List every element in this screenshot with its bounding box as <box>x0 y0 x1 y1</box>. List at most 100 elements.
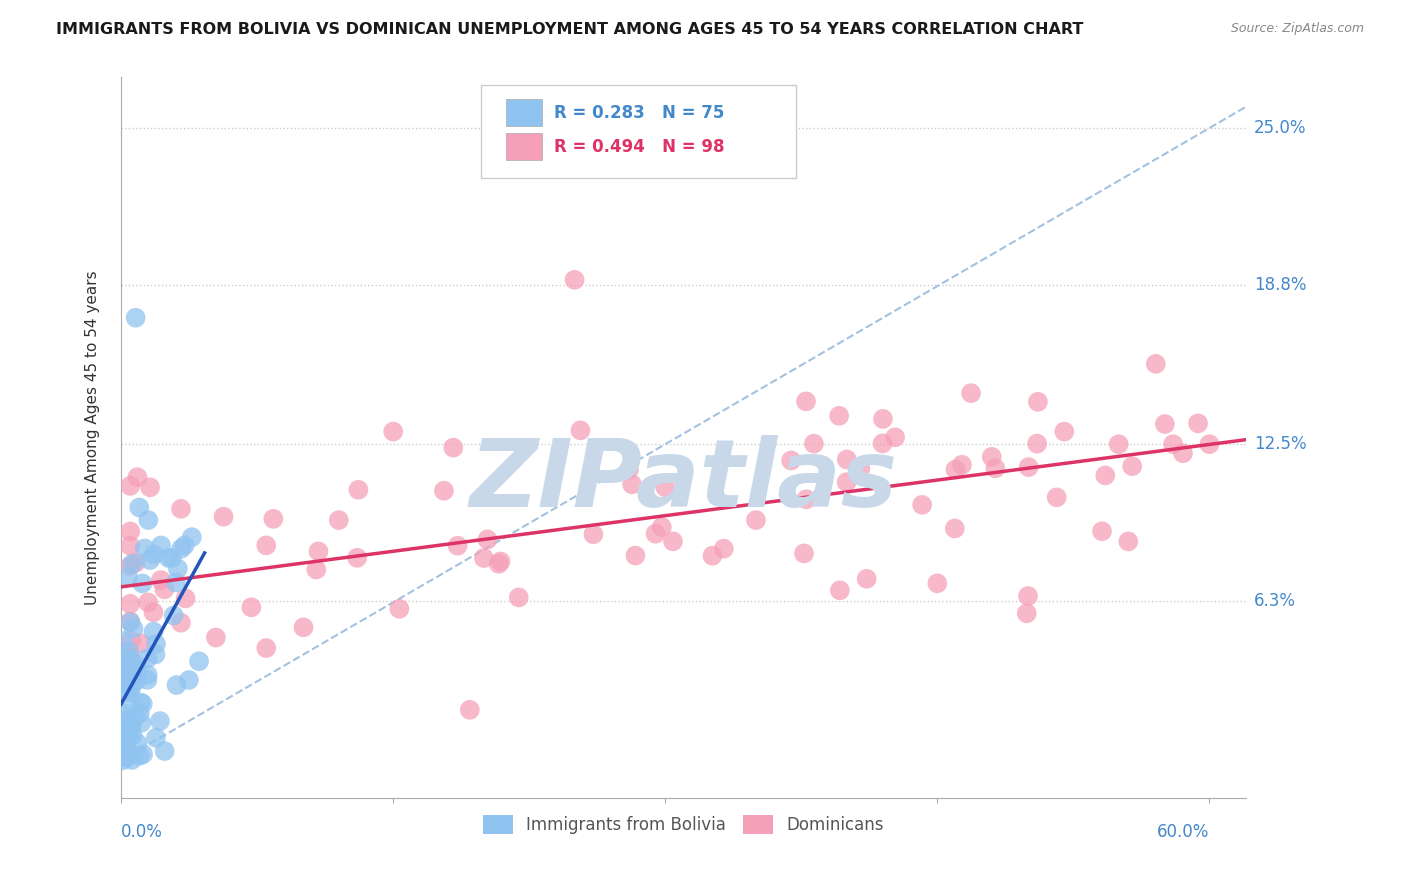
Point <box>617 462 640 476</box>
Point <box>120 697 142 711</box>
Point <box>118 713 141 727</box>
Point <box>125 556 148 570</box>
Point <box>1091 524 1114 539</box>
Point <box>118 730 141 744</box>
Point <box>1053 425 1076 439</box>
Point <box>111 753 134 767</box>
Point <box>793 546 815 560</box>
Point <box>644 526 666 541</box>
Point <box>849 461 872 475</box>
Point <box>651 520 673 534</box>
Point <box>120 615 142 629</box>
Point <box>125 663 148 677</box>
Point <box>128 500 150 515</box>
Point <box>149 573 172 587</box>
Point <box>127 470 149 484</box>
Point <box>114 706 136 721</box>
Point <box>111 667 134 681</box>
Point <box>911 498 934 512</box>
Point <box>145 648 167 662</box>
Text: IMMIGRANTS FROM BOLIVIA VS DOMINICAN UNEMPLOYMENT AMONG AGES 45 TO 54 YEARS CORR: IMMIGRANTS FROM BOLIVIA VS DOMINICAN UNE… <box>56 22 1084 37</box>
Point <box>1017 589 1039 603</box>
Point <box>1094 468 1116 483</box>
Point <box>118 671 141 685</box>
Point <box>125 673 148 688</box>
Point <box>835 475 858 490</box>
Point <box>163 608 186 623</box>
Point <box>149 714 172 728</box>
Point <box>654 480 676 494</box>
Point <box>120 615 142 630</box>
Point <box>177 673 200 687</box>
Point <box>114 730 136 744</box>
Point <box>803 436 825 450</box>
Point <box>569 423 592 437</box>
Point <box>927 576 949 591</box>
Point <box>346 550 368 565</box>
Point <box>347 483 370 497</box>
Point <box>153 744 176 758</box>
Point <box>884 430 907 444</box>
Point <box>157 551 180 566</box>
Text: Source: ZipAtlas.com: Source: ZipAtlas.com <box>1230 22 1364 36</box>
Point <box>170 541 193 556</box>
Point <box>160 551 183 566</box>
Point <box>115 751 138 765</box>
Point <box>960 386 983 401</box>
Point <box>120 653 142 667</box>
Point <box>134 541 156 556</box>
Point <box>305 562 328 576</box>
Point <box>165 575 187 590</box>
Point <box>136 595 159 609</box>
FancyBboxPatch shape <box>506 99 541 127</box>
Text: 0.0%: 0.0% <box>121 823 163 841</box>
Point <box>118 644 141 658</box>
Point <box>127 659 149 673</box>
Point <box>121 557 143 571</box>
Point <box>112 742 135 756</box>
Point <box>254 538 277 552</box>
Text: 18.8%: 18.8% <box>1254 276 1306 293</box>
Point <box>114 744 136 758</box>
Point <box>117 570 139 584</box>
Text: 25.0%: 25.0% <box>1254 119 1306 137</box>
Point <box>120 681 142 695</box>
Point <box>1046 491 1069 505</box>
Point <box>488 557 510 571</box>
Point <box>828 409 851 423</box>
Point <box>745 513 768 527</box>
Point <box>132 747 155 762</box>
Point <box>139 480 162 494</box>
Point <box>127 736 149 750</box>
Point <box>136 673 159 687</box>
Point <box>166 562 188 576</box>
Point <box>292 620 315 634</box>
Point <box>780 453 803 467</box>
Point <box>564 273 586 287</box>
Point <box>173 538 195 552</box>
Point <box>205 631 228 645</box>
Point <box>120 661 142 675</box>
Point <box>477 533 499 547</box>
Point <box>111 750 134 764</box>
Point <box>117 658 139 673</box>
Point <box>1015 607 1038 621</box>
Point <box>624 549 647 563</box>
Point <box>120 714 142 729</box>
Point <box>872 412 894 426</box>
Point <box>118 725 141 739</box>
Point <box>170 501 193 516</box>
Point <box>166 678 188 692</box>
Point <box>441 441 464 455</box>
Point <box>1154 417 1177 431</box>
Point <box>120 524 142 539</box>
Point <box>794 394 817 409</box>
Point <box>621 477 644 491</box>
Text: 6.3%: 6.3% <box>1254 592 1296 610</box>
Point <box>128 748 150 763</box>
Point <box>115 713 138 727</box>
Point <box>1108 437 1130 451</box>
Point <box>307 544 329 558</box>
Point <box>124 711 146 725</box>
Point <box>180 530 202 544</box>
